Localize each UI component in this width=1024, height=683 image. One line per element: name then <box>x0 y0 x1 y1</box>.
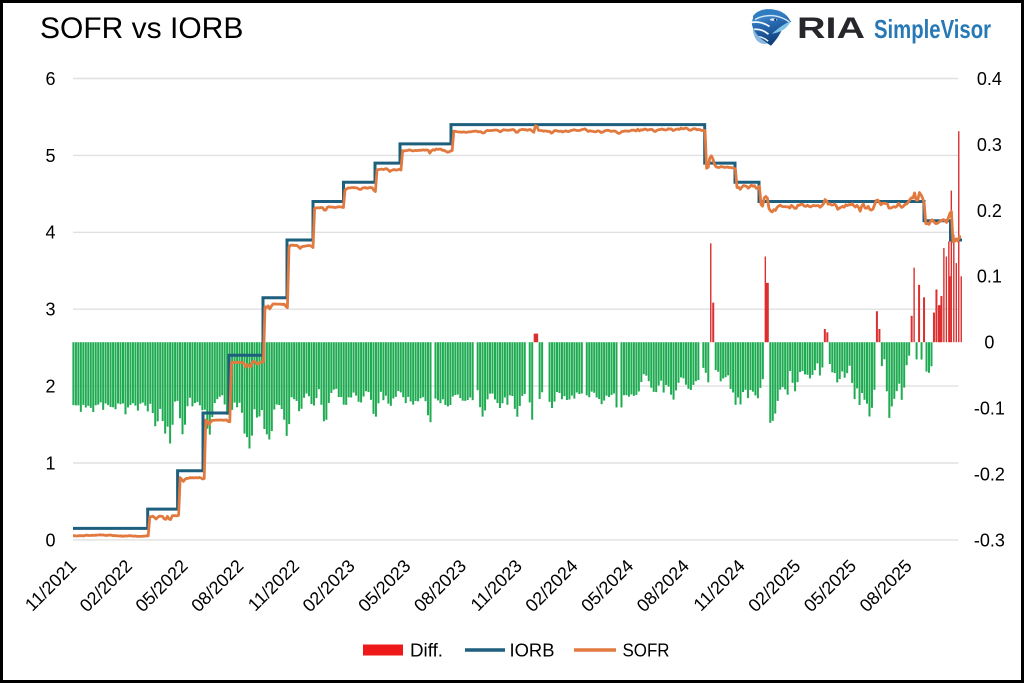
svg-text:-0.3: -0.3 <box>974 530 1005 550</box>
svg-text:-0.2: -0.2 <box>974 464 1005 484</box>
svg-text:IORB: IORB <box>510 640 555 661</box>
svg-text:SimpleVisor: SimpleVisor <box>874 14 991 44</box>
svg-text:0.1: 0.1 <box>977 267 1002 287</box>
svg-text:0.4: 0.4 <box>977 69 1002 89</box>
svg-text:3: 3 <box>45 300 55 320</box>
svg-text:4: 4 <box>45 223 55 243</box>
svg-text:-0.1: -0.1 <box>974 399 1005 419</box>
svg-text:1: 1 <box>45 453 55 473</box>
svg-text:SOFR vs IORB: SOFR vs IORB <box>40 12 243 45</box>
svg-text:RIA: RIA <box>797 12 865 45</box>
svg-text:Diff.: Diff. <box>410 640 443 661</box>
svg-text:0: 0 <box>984 333 994 353</box>
svg-text:0.2: 0.2 <box>977 201 1002 221</box>
svg-text:SOFR: SOFR <box>623 640 670 661</box>
svg-text:0: 0 <box>45 530 55 550</box>
svg-text:5: 5 <box>45 146 55 166</box>
svg-text:2: 2 <box>45 377 55 397</box>
svg-text:6: 6 <box>45 69 55 89</box>
svg-text:0.3: 0.3 <box>977 135 1002 155</box>
